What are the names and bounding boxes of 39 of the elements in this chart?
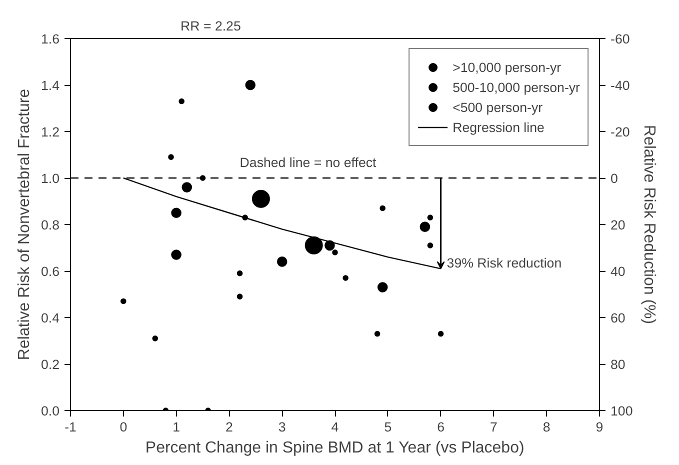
y-axis-title: Relative Risk of Nonvertebral Fracture [16, 88, 33, 360]
y2-tick-label: 0 [610, 171, 618, 186]
y2-tick-label: -60 [610, 32, 630, 46]
x-tick-label: 0 [120, 420, 128, 434]
y-tick-label: 1.0 [40, 171, 60, 186]
y2-tick-label: 60 [610, 310, 626, 326]
x-tick-label: 7 [490, 420, 498, 434]
y-tick-label: 1.6 [40, 32, 60, 46]
text: RR = 2.25 [180, 18, 241, 34]
x-tick-label: 8 [542, 420, 550, 434]
y2-axis-title: Relative Risk Reduction (%) [640, 124, 658, 324]
x-tick-label: 4 [331, 420, 340, 434]
annotation: 39% Risk reduction [446, 256, 562, 271]
y-tick-label: 0.6 [40, 264, 60, 279]
x-tick-label: 3 [278, 420, 286, 434]
y2-tick-label: -40 [610, 78, 630, 93]
legend-label: 500-10,000 person-yr [452, 80, 580, 94]
legend-label: >10,000 person-yr [452, 60, 562, 74]
y2-tick-label: -20 [610, 124, 630, 140]
y-tick-label: 0.8 [40, 218, 60, 232]
x-tick-label: 6 [437, 420, 445, 434]
legend-label: Regression line [452, 120, 544, 134]
x-tick-label: 5 [384, 420, 392, 434]
ref-line-label: Dashed line = no effect [240, 155, 377, 170]
x-tick-label: 9 [596, 420, 604, 434]
y-tick-label: 1.4 [40, 78, 60, 93]
y-tick-label: 0.4 [40, 310, 60, 326]
x-tick-label: -1 [64, 420, 76, 434]
y2-tick-label: 80 [610, 357, 626, 372]
y2-tick-label: 20 [610, 218, 626, 232]
legend-label: <500 person-yr [452, 100, 543, 114]
x-tick-label: 2 [225, 420, 233, 434]
y-tick-label: 1.2 [40, 124, 60, 140]
y-tick-label: 0.0 [40, 404, 60, 418]
x-axis-title: Percent Change in Spine BMD at 1 Year (vs Placebo) [145, 440, 524, 456]
y2-tick-label: 100 [610, 404, 633, 418]
y-tick-label: 0.2 [40, 357, 60, 372]
x-tick-label: 1 [172, 420, 180, 434]
y2-tick-label: 40 [610, 264, 626, 279]
